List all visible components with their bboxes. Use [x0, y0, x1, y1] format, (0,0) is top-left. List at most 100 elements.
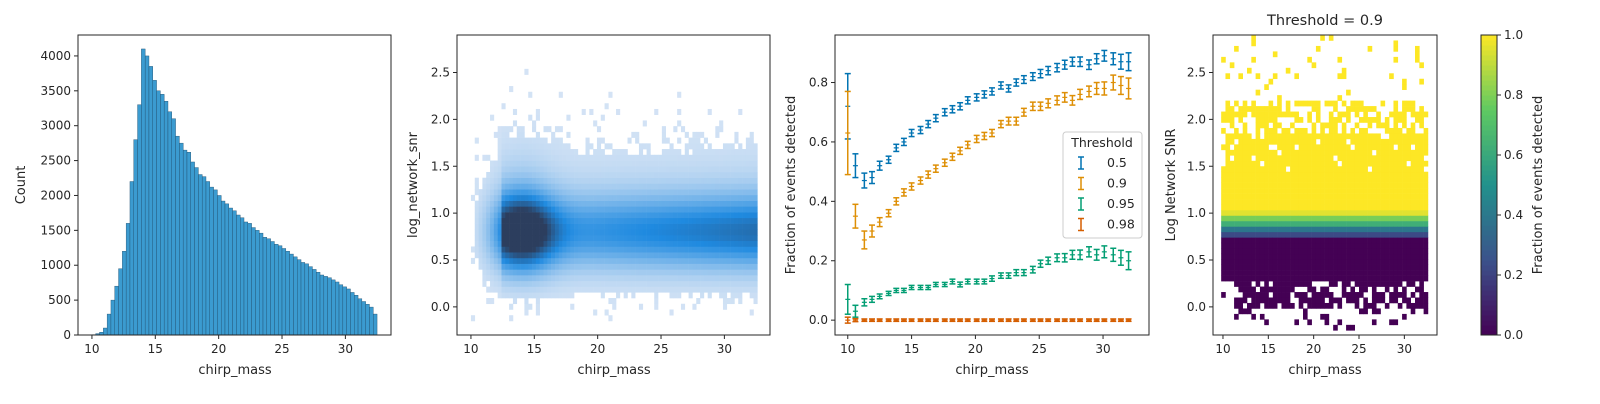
density-cell: [624, 269, 628, 275]
density-cell: [647, 212, 651, 218]
density-cell: [624, 258, 628, 264]
density-cell: [692, 304, 696, 310]
density-cell: [559, 241, 563, 247]
density-cell: [647, 281, 651, 287]
density-cell: [589, 155, 593, 161]
heatmap-cell: [1260, 117, 1265, 123]
density-cell: [589, 218, 593, 224]
heatmap-cell: [1419, 139, 1424, 145]
heatmap-cell: [1406, 194, 1411, 200]
density-cell: [673, 166, 677, 172]
histogram-bar: [130, 182, 134, 335]
heatmap-cell: [1290, 276, 1295, 282]
heatmap-cell: [1303, 215, 1308, 221]
heatmap-cell: [1398, 155, 1403, 161]
density-cell: [723, 201, 727, 207]
density-cell: [631, 292, 635, 298]
heatmap-cell: [1381, 254, 1386, 260]
heatmap-cell: [1256, 188, 1261, 194]
density-cell: [696, 172, 700, 178]
heatmap-cell: [1234, 199, 1239, 205]
histogram-bar: [157, 91, 161, 335]
density-cell: [624, 241, 628, 247]
heatmap-cell: [1363, 177, 1368, 183]
heatmap-cell: [1355, 205, 1360, 211]
density-cell: [666, 178, 670, 184]
density-cell: [509, 287, 513, 293]
heatmap-cell: [1277, 144, 1282, 150]
heatmap-cell: [1251, 101, 1256, 107]
heatmap-cell: [1238, 287, 1243, 293]
heatmap-cell: [1355, 150, 1360, 156]
density-cell: [566, 252, 570, 258]
density-cell: [532, 166, 536, 172]
density-cell: [505, 155, 509, 161]
heatmap-cell: [1273, 194, 1278, 200]
heatmap-cell: [1359, 281, 1364, 287]
density-cell: [620, 275, 624, 281]
heatmap-cell: [1368, 155, 1373, 161]
heatmap-cell: [1346, 292, 1351, 298]
heatmap-cell: [1346, 150, 1351, 156]
density-cell: [589, 201, 593, 207]
density-cell: [597, 143, 601, 149]
density-cell: [574, 235, 578, 241]
heatmap-cell: [1376, 281, 1381, 287]
density-cell: [731, 235, 735, 241]
heatmap-cell: [1372, 183, 1377, 189]
density-cell: [746, 161, 750, 167]
heatmap-cell: [1238, 308, 1243, 314]
heatmap-cell: [1303, 205, 1308, 211]
density-cell: [635, 206, 639, 212]
heatmap-cell: [1290, 243, 1295, 249]
heatmap-cell: [1337, 226, 1342, 232]
density-cell: [513, 246, 517, 252]
density-cell: [742, 258, 746, 264]
density-cell: [540, 287, 544, 293]
heatmap-cell: [1251, 237, 1256, 243]
heatmap-cell: [1243, 237, 1248, 243]
density-cell: [608, 264, 612, 270]
density-cell: [738, 281, 742, 287]
density-cell: [566, 183, 570, 189]
heatmap-cell: [1260, 205, 1265, 211]
heatmap-cell: [1363, 237, 1368, 243]
heatmap-cell: [1333, 172, 1338, 178]
density-cell: [677, 155, 681, 161]
heatmap-cell: [1269, 276, 1274, 282]
density-cell: [700, 252, 704, 258]
density-cell: [501, 155, 505, 161]
heatmap-cell: [1225, 276, 1230, 282]
heatmap-cell: [1402, 106, 1407, 112]
density-cell: [719, 275, 723, 281]
histogram-bar: [366, 304, 370, 335]
density-cell: [543, 189, 547, 195]
heatmap-cell: [1243, 123, 1248, 129]
density-cell: [670, 252, 674, 258]
density-cell: [559, 252, 563, 258]
density-cell: [509, 166, 513, 172]
heatmap-cell: [1372, 177, 1377, 183]
heatmap-cell: [1333, 254, 1338, 260]
density-cell: [574, 218, 578, 224]
heatmap-cell: [1251, 177, 1256, 183]
heatmap-cell: [1312, 62, 1317, 68]
heatmap-cell: [1406, 254, 1411, 260]
density-cell: [715, 218, 719, 224]
heatmap-cell: [1372, 254, 1377, 260]
heatmap-cell: [1419, 254, 1424, 260]
density-cell: [517, 275, 521, 281]
density-cell: [631, 206, 635, 212]
heatmap-cell: [1329, 101, 1334, 107]
heatmap-cell: [1359, 194, 1364, 200]
heatmap-cell: [1333, 161, 1338, 167]
heatmap-cell: [1402, 226, 1407, 232]
heatmap-cell: [1363, 144, 1368, 150]
heatmap-cell: [1411, 243, 1416, 249]
density-cell: [513, 269, 517, 275]
heatmap-cell: [1307, 248, 1312, 254]
density-cell: [555, 269, 559, 275]
density-cell: [631, 172, 635, 178]
heatmap-cell: [1299, 183, 1304, 189]
density-cell: [547, 172, 551, 178]
